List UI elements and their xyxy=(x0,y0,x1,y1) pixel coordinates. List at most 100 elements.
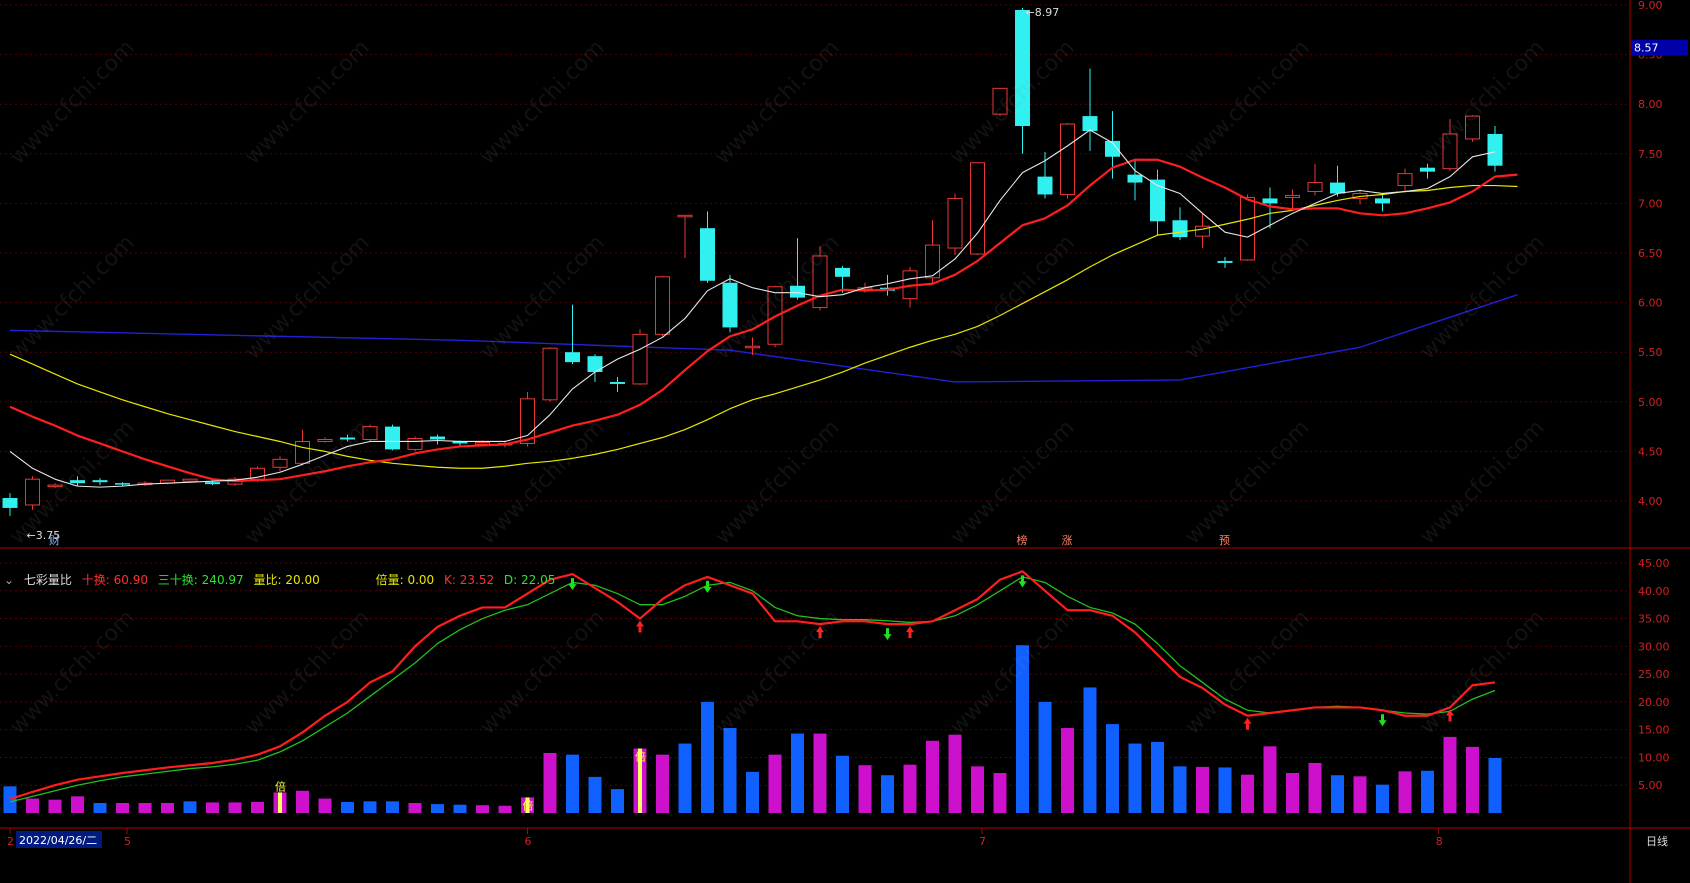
event-marker: 财 xyxy=(49,533,60,547)
bei-label: 倍 xyxy=(523,798,534,812)
event-marker: 榜 xyxy=(1017,533,1028,547)
volume-bar xyxy=(1308,763,1322,813)
bei-label: 倍 xyxy=(275,779,286,793)
volume-bar xyxy=(1218,767,1232,813)
volume-bar xyxy=(3,786,17,813)
volume-bar xyxy=(386,801,399,813)
moving-averages xyxy=(9,129,1518,488)
candle-body xyxy=(1397,173,1413,187)
volume-bar xyxy=(656,754,669,813)
volume-bar xyxy=(971,766,984,813)
up-arrow-icon xyxy=(1446,709,1454,722)
y-tick-label-main: 6.50 xyxy=(1638,247,1663,260)
candle-body xyxy=(1037,176,1053,195)
candle-body xyxy=(92,480,108,483)
candle-body xyxy=(632,333,648,385)
volume-bar xyxy=(26,798,39,813)
candle-body xyxy=(1307,182,1323,192)
y-tick-label-indicator: 45.00 xyxy=(1638,557,1670,570)
event-marker: 涨 xyxy=(1062,534,1073,547)
volume-bar xyxy=(1241,774,1254,813)
volume-bar xyxy=(183,801,197,813)
y-tick-label-indicator: 35.00 xyxy=(1638,613,1670,626)
up-arrow-icon xyxy=(1243,717,1252,730)
candle-body xyxy=(205,482,220,485)
indicator-legend: ⌄ 七彩量比 十换: 60.90 三十换: 240.97 量比: 20.00 倍… xyxy=(4,571,561,588)
ma20-series xyxy=(9,184,1518,469)
candlesticks xyxy=(2,7,1503,516)
y-tick-label-main: 6.00 xyxy=(1638,297,1663,310)
volume-bar xyxy=(1286,773,1299,813)
candle-body xyxy=(1105,140,1120,157)
candle-body xyxy=(47,484,63,488)
bei-volume-marker xyxy=(278,792,282,813)
volume-bar xyxy=(1443,736,1457,813)
volume-bar xyxy=(341,801,354,813)
volume-bar xyxy=(318,798,332,813)
bei-volume-marker xyxy=(525,797,530,813)
candle-body xyxy=(182,478,198,482)
candle-body xyxy=(1487,133,1503,166)
candle-body xyxy=(1060,123,1075,195)
x-tick-label: 6 xyxy=(525,835,532,848)
candle-body xyxy=(340,437,355,440)
volume-bar xyxy=(768,754,782,813)
volume-bar xyxy=(836,755,849,813)
volume-bar xyxy=(1196,766,1209,813)
volume-bar xyxy=(543,753,557,813)
period-label: 日线 xyxy=(1646,834,1668,848)
date-cursor-label: 2022/04/26/二 xyxy=(19,834,97,847)
volume-bar xyxy=(723,728,737,813)
legend-value-liangbi: 20.00 xyxy=(285,573,320,587)
volume-bar xyxy=(1421,770,1434,813)
annotations: 倍倍倍←8.97←3.75财榜涨预 xyxy=(27,6,1454,812)
legend-label-liangbi: 量比: xyxy=(253,573,282,587)
x-tick-label: 8 xyxy=(1436,835,1443,848)
ma10-series xyxy=(9,158,1518,483)
indicator-collapse-icon[interactable]: ⌄ xyxy=(4,573,15,587)
y-tick-label-main: 7.50 xyxy=(1638,148,1663,161)
legend-label-shihuan: 十换: xyxy=(81,573,110,587)
x-tick-label: 5 xyxy=(124,835,131,848)
candle-body xyxy=(1195,225,1210,237)
candle-body xyxy=(745,345,760,349)
candle-body xyxy=(655,276,670,335)
volume-bar xyxy=(611,789,624,813)
volume-bar xyxy=(363,801,377,813)
volume-bar xyxy=(228,802,242,813)
candle-body xyxy=(272,458,288,468)
volume-bar xyxy=(701,701,714,813)
volume-bar xyxy=(1038,701,1052,813)
candle-body xyxy=(1217,260,1233,263)
volume-bar xyxy=(138,803,152,813)
volume-bar xyxy=(1488,758,1502,813)
volume-bar xyxy=(746,771,759,813)
volume-bar xyxy=(161,803,174,813)
candle-body xyxy=(677,214,693,218)
candle-body xyxy=(1465,115,1480,140)
candle-body xyxy=(1262,198,1278,204)
volume-bar xyxy=(1151,741,1164,813)
volume-bar xyxy=(1083,687,1097,813)
kd-lines xyxy=(9,570,1496,803)
candle-body xyxy=(1442,133,1458,170)
up-arrow-icon xyxy=(906,626,914,639)
candle-body xyxy=(407,438,423,450)
candle-body xyxy=(722,282,738,328)
down-arrow-icon xyxy=(883,628,892,641)
candle-body xyxy=(1082,116,1098,131)
candle-body xyxy=(542,347,558,401)
volume-bar xyxy=(1398,771,1412,813)
volume-bar xyxy=(498,805,512,813)
y-tick-label-indicator: 15.00 xyxy=(1638,724,1670,737)
volume-bar xyxy=(588,776,602,813)
candle-body xyxy=(1172,220,1188,238)
candle-body xyxy=(430,436,445,440)
y-tick-label-main: 7.00 xyxy=(1638,197,1663,210)
down-arrow-icon xyxy=(703,580,712,593)
candle-body xyxy=(610,381,625,384)
volume-bars xyxy=(3,645,1502,813)
ma60-series xyxy=(9,294,1518,383)
volume-bar xyxy=(93,803,107,813)
